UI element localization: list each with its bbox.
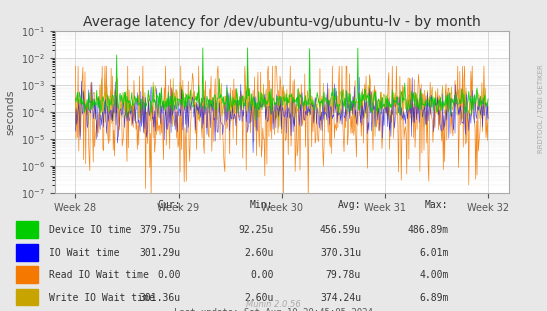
Y-axis label: seconds: seconds — [5, 89, 15, 135]
Text: Last update: Sat Aug 10 20:45:05 2024: Last update: Sat Aug 10 20:45:05 2024 — [174, 308, 373, 311]
Text: Write IO Wait time: Write IO Wait time — [49, 293, 155, 303]
Text: 0.00: 0.00 — [157, 270, 181, 280]
Text: 79.78u: 79.78u — [326, 270, 361, 280]
Text: Read IO Wait time: Read IO Wait time — [49, 270, 149, 280]
Text: 2.60u: 2.60u — [244, 293, 274, 303]
Text: 456.59u: 456.59u — [320, 225, 361, 235]
Text: Min:: Min: — [250, 200, 274, 210]
Text: Cur:: Cur: — [157, 200, 181, 210]
Text: Munin 2.0.56: Munin 2.0.56 — [246, 300, 301, 309]
Text: Avg:: Avg: — [337, 200, 361, 210]
Text: 6.89m: 6.89m — [419, 293, 449, 303]
Text: 301.36u: 301.36u — [139, 293, 181, 303]
Text: IO Wait time: IO Wait time — [49, 248, 120, 258]
Text: 370.31u: 370.31u — [320, 248, 361, 258]
Text: RRDTOOL / TOBI OETIKER: RRDTOOL / TOBI OETIKER — [538, 64, 544, 153]
Bar — [16, 289, 38, 305]
Text: Max:: Max: — [425, 200, 449, 210]
Bar — [16, 266, 38, 283]
Text: 92.25u: 92.25u — [238, 225, 274, 235]
Title: Average latency for /dev/ubuntu-vg/ubuntu-lv - by month: Average latency for /dev/ubuntu-vg/ubunt… — [83, 15, 481, 29]
Text: 2.60u: 2.60u — [244, 248, 274, 258]
Text: 4.00m: 4.00m — [419, 270, 449, 280]
Bar — [16, 244, 38, 261]
Text: 486.89m: 486.89m — [408, 225, 449, 235]
Text: 0.00: 0.00 — [250, 270, 274, 280]
Text: Device IO time: Device IO time — [49, 225, 131, 235]
Text: 6.01m: 6.01m — [419, 248, 449, 258]
Text: 301.29u: 301.29u — [139, 248, 181, 258]
Bar — [16, 221, 38, 238]
Text: 379.75u: 379.75u — [139, 225, 181, 235]
Text: 374.24u: 374.24u — [320, 293, 361, 303]
